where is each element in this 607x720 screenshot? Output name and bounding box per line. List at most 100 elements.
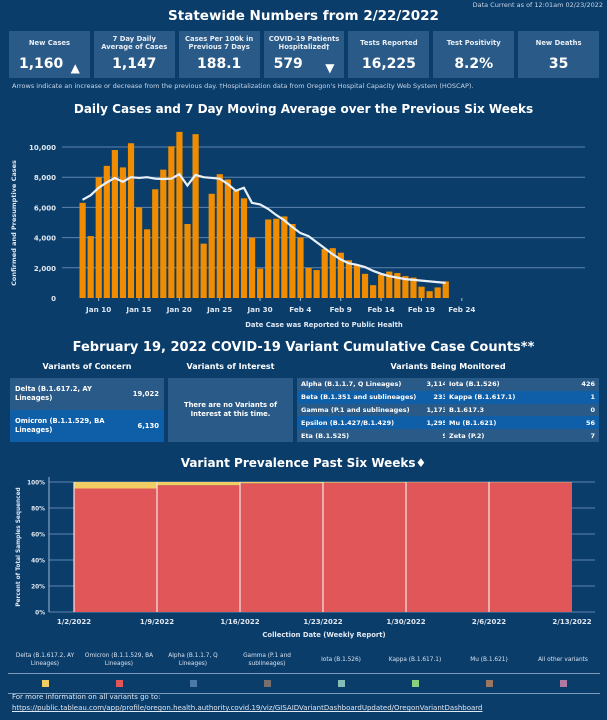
legend-label: Omicron (B.1.1.529, BA Lineages)	[84, 653, 154, 667]
variants-monitored-table-left: Alpha (B.1.1.7, Q Lineages) 3,114 Beta (B.…	[297, 378, 451, 442]
x-tick-label: 1/16/2022	[220, 618, 259, 626]
variant-name: Iota (B.1.526)	[449, 380, 500, 389]
variant-count: 3,114	[426, 380, 447, 389]
legend-label: Gamma (P.1 and sublineages)	[243, 653, 291, 667]
bar-daily-cases	[426, 291, 433, 298]
variant-count: 56	[585, 418, 595, 427]
bar-daily-cases	[144, 229, 151, 298]
x-tick-label: Jan 25	[206, 305, 232, 314]
kpi-label: 7 Day Daily Average of Cases	[101, 34, 168, 52]
bar-daily-cases	[152, 189, 159, 298]
legend-swatch[interactable]	[41, 680, 49, 687]
variant-count: 9	[442, 432, 447, 440]
bar-daily-cases	[418, 286, 425, 298]
legend-swatch[interactable]	[559, 680, 567, 687]
bar-daily-cases	[119, 167, 127, 298]
legend-swatch[interactable]	[189, 680, 197, 687]
legend-swatch-cell	[526, 680, 600, 687]
x-tick-label: Jan 30	[246, 305, 272, 314]
kpi-card: Cases Per 100k in Previous 7 Days 188.1	[178, 31, 260, 78]
bar-daily-cases	[184, 224, 191, 298]
bar-delta	[74, 482, 157, 489]
x-tick-label: 1/30/2022	[386, 618, 425, 626]
legend-swatch[interactable]	[115, 680, 123, 687]
x-tick-label: Feb 24	[448, 305, 475, 314]
bar-daily-cases	[321, 248, 328, 298]
legend-label: Mu (B.1.621)	[470, 656, 508, 663]
bar-daily-cases	[232, 190, 240, 298]
legend-swatches	[8, 674, 600, 694]
bar-omicron	[74, 488, 157, 612]
legend-swatch[interactable]	[263, 680, 271, 687]
variant-dashboard-link[interactable]: https://public.tableau.com/app/profile/o…	[12, 704, 483, 712]
kpi-value: 35	[548, 56, 569, 72]
legend-label: Kappa (B.1.617.1)	[388, 656, 442, 663]
variant-name: Epsilon (B.1.427/B.1.429)	[301, 418, 395, 427]
bar-daily-cases	[168, 146, 175, 298]
y-tick-label: 40%	[31, 559, 45, 565]
variant-count: 6,130	[137, 421, 160, 430]
legend-label: All other variants	[538, 656, 588, 663]
table-row: Iota (B.1.526) 426	[445, 378, 599, 391]
x-tick-label: Jan 20	[166, 305, 192, 314]
table-row: Mu (B.1.621) 56	[445, 416, 599, 430]
variant-count: 1,173	[426, 405, 447, 414]
table-row: Omicron (B.1.1.529, BA Lineages) 6,130	[10, 410, 164, 442]
legend-swatch[interactable]	[411, 680, 419, 687]
x-tick-label: Feb 4	[289, 305, 311, 314]
variant-counts-title: February 19, 2022 COVID-19 Variant Cumul…	[72, 340, 535, 355]
bar-daily-cases	[79, 202, 86, 298]
x-tick-label: Feb 19	[408, 305, 435, 314]
bar-daily-cases	[257, 268, 264, 298]
y-tick-label: 0	[51, 295, 56, 303]
variant-name: Delta (B.1.617.2, AY Lineages)	[15, 385, 92, 402]
bar-daily-cases	[103, 165, 110, 298]
variants-monitored-header: Variants Being Monitored	[390, 362, 506, 371]
x-axis-label: Date Case was Reported to Public Health	[245, 321, 403, 329]
legend-label: Iota (B.1.526)	[321, 656, 361, 663]
bar-omicron	[406, 482, 489, 612]
y-tick-label: 4,000	[34, 235, 56, 243]
legend-swatch[interactable]	[485, 680, 493, 687]
arrow-up-icon: ▲	[70, 61, 80, 75]
legend-swatch-cell	[230, 680, 304, 687]
x-tick-label: 2/13/2022	[552, 618, 591, 626]
y-tick-label: 20%	[31, 585, 45, 591]
bar-daily-cases	[87, 236, 94, 298]
y-tick-label: 2,000	[34, 265, 56, 273]
prevalence-chart-title: Variant Prevalence Past Six Weeks♦	[180, 456, 427, 470]
kpi-value: 16,225	[361, 56, 416, 72]
table-row: Epsilon (B.1.427/B.1.429) 1,295	[297, 416, 451, 430]
legend-swatch[interactable]	[337, 680, 345, 687]
kpi-label: New Cases	[28, 38, 71, 47]
bar-daily-cases	[442, 281, 449, 298]
legend-swatch-cell	[8, 680, 82, 687]
bar-daily-cases	[216, 174, 223, 298]
bar-daily-cases	[434, 287, 441, 298]
bar-delta	[323, 482, 406, 483]
x-tick-label: Feb 9	[330, 305, 352, 314]
variants-of-interest-message: There are no Variants of Interest at thi…	[168, 378, 293, 442]
y-tick-label: 6,000	[34, 204, 56, 212]
kpi-label: New Deaths	[535, 38, 582, 47]
page-title: Statewide Numbers from 2/22/2022	[168, 8, 439, 24]
bar-daily-cases	[410, 277, 417, 298]
variants-of-interest-header: Variants of Interest	[186, 362, 275, 371]
table-row: Eta (B.1.525) 9	[297, 429, 451, 442]
kpi-card: New Deaths 35	[518, 31, 600, 78]
variant-count: 426	[581, 380, 595, 389]
variant-name: Gamma (P.1 and sublineages)	[301, 405, 410, 414]
legend-swatch-cell	[378, 680, 452, 687]
bar-daily-cases	[208, 193, 215, 298]
bar-daily-cases	[297, 237, 304, 298]
x-tick-label: 2/6/2022	[472, 618, 506, 626]
more-info-text: For more information on all variants go …	[12, 693, 161, 701]
more-info: For more information on all variants go …	[12, 692, 483, 714]
y-tick-label: 80%	[31, 507, 45, 513]
x-tick-label: Feb 14	[368, 305, 395, 314]
x-tick-label: 1/2/2022	[57, 618, 91, 626]
cases-chart-title: Daily Cases and 7 Day Moving Average ove…	[73, 102, 534, 116]
bar-daily-cases	[329, 248, 336, 298]
variants-monitored-table-right: Iota (B.1.526) 426 Kappa (B.1.617.1) 1 B.1.6…	[445, 378, 599, 442]
variant-name: Mu (B.1.621)	[449, 418, 497, 427]
